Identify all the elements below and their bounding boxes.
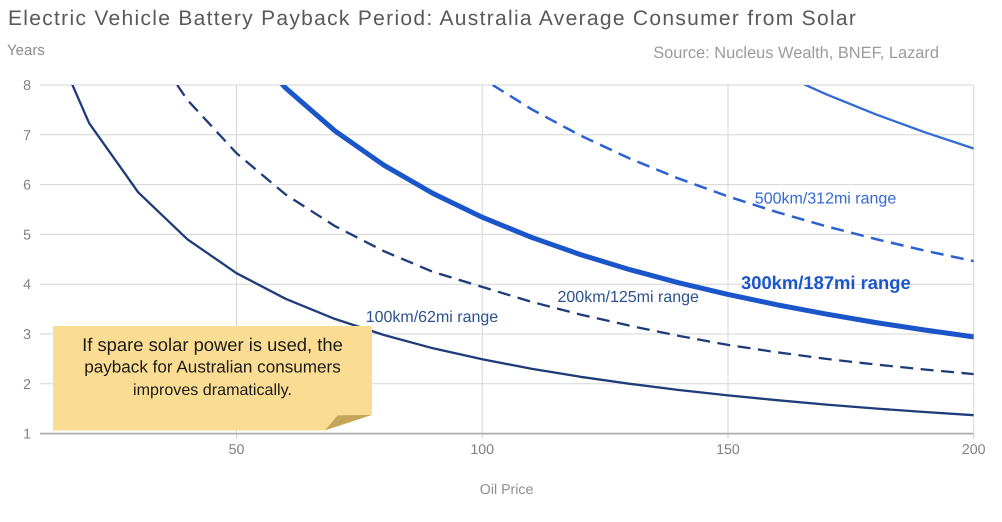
- svg-text:improves dramatically.: improves dramatically.: [133, 381, 292, 399]
- svg-text:6: 6: [23, 178, 31, 194]
- svg-text:150: 150: [716, 442, 740, 458]
- svg-text:300km/187mi range: 300km/187mi range: [741, 272, 911, 293]
- svg-text:500km/312mi range: 500km/312mi range: [755, 191, 897, 208]
- svg-text:payback for Australian consume: payback for Australian consumers: [84, 358, 341, 377]
- svg-text:1: 1: [23, 427, 31, 443]
- svg-text:Years: Years: [7, 42, 45, 59]
- svg-text:100km/62mi range: 100km/62mi range: [366, 309, 499, 326]
- svg-text:3: 3: [23, 327, 31, 343]
- svg-text:100: 100: [470, 442, 494, 458]
- svg-text:2: 2: [23, 377, 31, 393]
- svg-text:7: 7: [23, 128, 31, 144]
- svg-text:If spare solar power is used,: If spare solar power is used, the: [82, 334, 343, 355]
- svg-text:Source: Nucleus Wealth, BNEF,: Source: Nucleus Wealth, BNEF, Lazard: [653, 44, 939, 62]
- svg-text:200: 200: [962, 442, 986, 458]
- svg-text:4: 4: [23, 277, 31, 293]
- svg-text:8: 8: [23, 78, 31, 94]
- svg-text:Oil Price: Oil Price: [480, 482, 534, 498]
- svg-text:Electric Vehicle Battery Payba: Electric Vehicle Battery Payback Period:…: [8, 7, 857, 30]
- svg-text:5: 5: [23, 227, 31, 243]
- svg-text:50: 50: [229, 442, 245, 458]
- svg-text:200km/125mi range: 200km/125mi range: [558, 289, 700, 306]
